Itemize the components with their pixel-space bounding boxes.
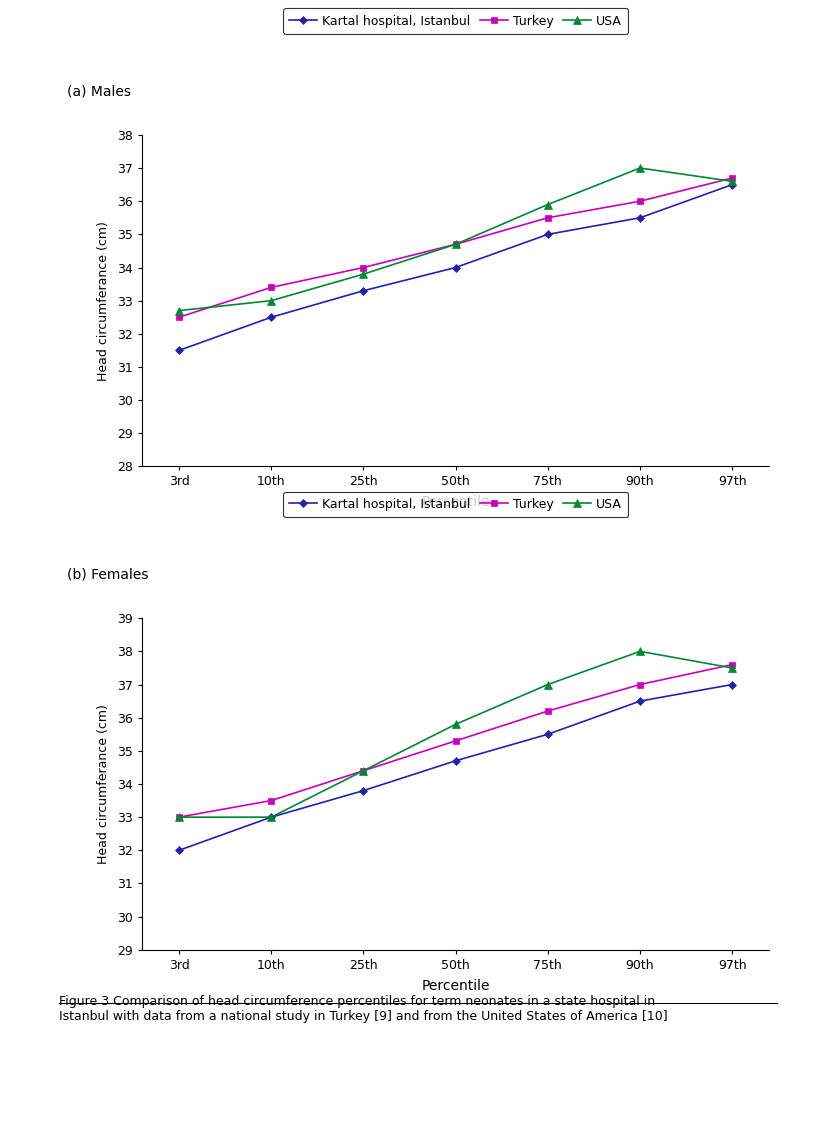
- Legend: Kartal hospital, Istanbul, Turkey, USA: Kartal hospital, Istanbul, Turkey, USA: [283, 9, 628, 34]
- Y-axis label: Head circumferance (cm): Head circumferance (cm): [97, 220, 110, 381]
- Text: Figure 3 Comparison of head circumference percentiles for term neonates in a sta: Figure 3 Comparison of head circumferenc…: [59, 995, 667, 1023]
- Y-axis label: Head circumferance (cm): Head circumferance (cm): [97, 704, 110, 864]
- X-axis label: Percentile: Percentile: [421, 979, 490, 992]
- Text: (b) Females: (b) Females: [67, 568, 148, 581]
- Legend: Kartal hospital, Istanbul, Turkey, USA: Kartal hospital, Istanbul, Turkey, USA: [283, 492, 628, 517]
- Text: (a) Males: (a) Males: [67, 84, 131, 98]
- X-axis label: Percentile: Percentile: [421, 496, 490, 509]
